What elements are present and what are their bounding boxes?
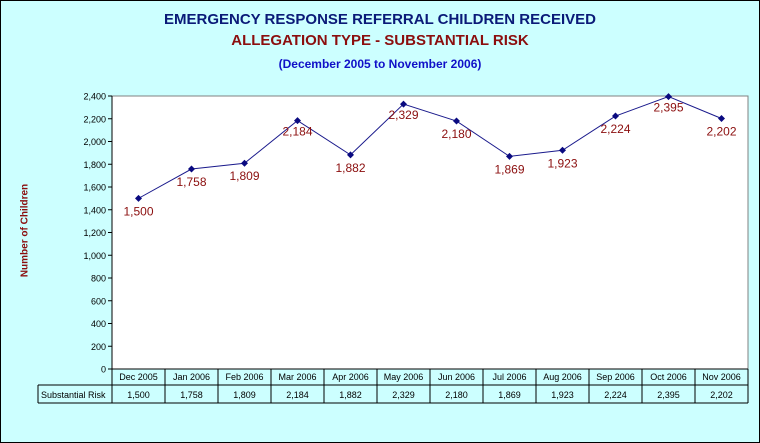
table-value: 1,500 — [127, 390, 150, 400]
data-label: 2,180 — [441, 127, 471, 141]
table-value: 1,758 — [180, 390, 203, 400]
x-tick-label: Nov 2006 — [702, 372, 741, 382]
data-point — [453, 117, 460, 125]
chart-title: EMERGENCY RESPONSE REFERRAL CHILDREN REC… — [163, 11, 596, 28]
x-tick-label: Aug 2006 — [543, 372, 582, 382]
x-tick-label: May 2006 — [384, 372, 424, 382]
table-value: 1,869 — [498, 390, 521, 400]
data-label: 2,395 — [653, 101, 683, 115]
y-tick-label: 600 — [91, 296, 106, 306]
chart-date-range: (December 2005 to November 2006) — [278, 57, 482, 71]
table-value: 2,329 — [392, 390, 415, 400]
y-tick-label: 1,000 — [83, 251, 106, 261]
x-tick-label: Jul 2006 — [492, 372, 526, 382]
y-tick-label: 1,600 — [83, 183, 106, 193]
table-value: 2,224 — [604, 390, 627, 400]
x-tick-label: Apr 2006 — [332, 372, 369, 382]
x-tick-label: Mar 2006 — [278, 372, 316, 382]
table-series-name: Substantial Risk — [41, 390, 106, 400]
data-label: 2,184 — [282, 125, 312, 139]
x-tick-label: Sep 2006 — [596, 372, 635, 382]
x-tick-label: Dec 2005 — [119, 372, 158, 382]
data-label: 2,202 — [706, 125, 736, 139]
y-tick-label: 200 — [91, 342, 106, 352]
x-tick-label: Jan 2006 — [173, 372, 210, 382]
data-label: 1,500 — [123, 204, 153, 218]
data-label: 1,809 — [229, 169, 259, 183]
y-tick-label: 1,200 — [83, 228, 106, 238]
y-tick-label: 2,400 — [83, 92, 106, 102]
series-line — [138, 96, 722, 199]
data-label: 1,869 — [494, 162, 524, 176]
table-value: 2,202 — [710, 390, 733, 400]
y-tick-label: 2,000 — [83, 137, 106, 147]
y-tick-label: 0 — [101, 365, 106, 375]
data-point — [241, 159, 248, 167]
table-value: 2,395 — [657, 390, 680, 400]
data-point — [612, 112, 619, 120]
y-tick-label: 2,200 — [83, 114, 106, 124]
y-tick-label: 1,800 — [83, 160, 106, 170]
plot-area — [111, 95, 749, 370]
data-point — [665, 93, 672, 101]
data-point — [506, 152, 513, 160]
data-point — [400, 100, 407, 108]
data-point — [718, 115, 725, 123]
x-tick-label: Oct 2006 — [650, 372, 687, 382]
x-tick-label: Jun 2006 — [438, 372, 475, 382]
data-point — [347, 151, 354, 159]
table-value: 1,809 — [233, 390, 256, 400]
table-value: 1,923 — [551, 390, 574, 400]
y-tick-label: 400 — [91, 319, 106, 329]
data-label: 1,758 — [176, 175, 206, 189]
y-tick-label: 1,400 — [83, 205, 106, 215]
x-tick-label: Feb 2006 — [225, 372, 263, 382]
data-label: 1,882 — [335, 161, 365, 175]
table-value: 2,180 — [445, 390, 468, 400]
table-value: 2,184 — [286, 390, 309, 400]
data-label: 2,329 — [388, 108, 418, 122]
data-label: 2,224 — [600, 122, 630, 136]
data-point — [188, 165, 195, 173]
data-point — [135, 194, 142, 202]
y-tick-label: 800 — [91, 274, 106, 284]
data-point — [559, 146, 566, 154]
table-value: 1,882 — [339, 390, 362, 400]
data-point — [294, 117, 301, 125]
data-label: 1,923 — [547, 156, 577, 170]
chart-subtitle: ALLEGATION TYPE - SUBSTANTIAL RISK — [231, 32, 529, 49]
